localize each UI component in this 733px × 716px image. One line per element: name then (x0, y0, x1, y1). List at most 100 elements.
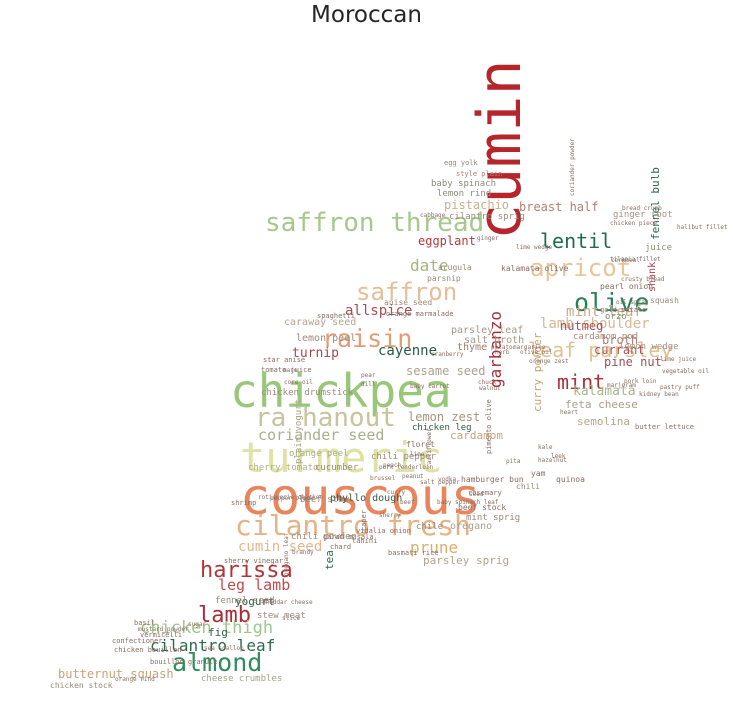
word-bread-crumb: bread crumb (622, 205, 662, 212)
word-orzo: orzo (605, 312, 627, 322)
word-margarine: margarine (513, 344, 546, 351)
word-pita: pita (506, 458, 521, 465)
word-broth: broth (602, 333, 639, 347)
word-gold-potato: gold potato (600, 306, 647, 314)
word-lemon-zest: lemon zest (408, 410, 481, 424)
word-pastry-puff: pastry puff (660, 384, 700, 391)
word-herb: herb (495, 349, 510, 356)
word-cumin-seed: cumin seed (238, 539, 323, 555)
word-mace: mace (283, 367, 298, 374)
word-pimento-olive: pimento olive (485, 399, 493, 454)
word-chili: chili (516, 482, 541, 491)
word-stew-meat: stew meat (257, 611, 306, 621)
word-egg-yolk: egg yolk (444, 159, 478, 167)
word-crusty-bread: crusty bread (621, 276, 665, 283)
word-chicken-stock: chicken stock (50, 681, 113, 690)
word-salt-broth: salt broth (464, 335, 525, 346)
word-rotisserie-chicken: rotisserie chicken (258, 494, 324, 501)
word-chili-powder: chili powder (291, 532, 357, 542)
word-baby-carrot: baby carrot (410, 383, 450, 390)
word-cucumber: cucumber (315, 463, 359, 473)
word-saffron-thread: saffron thread (265, 208, 485, 238)
word-caraway-seed: caraway seed (284, 317, 357, 328)
word-butter-lettuce: butter lettuce (635, 423, 695, 431)
word-potato: potato (491, 344, 513, 351)
word-kalamata: kalamata (573, 384, 636, 399)
word-prune: prune (410, 538, 459, 557)
word-ginger-root: ginger root (613, 210, 673, 220)
word-vidalia-onion: vidalia onion (356, 527, 411, 535)
word-leg-lamb: leg lamb (218, 576, 291, 594)
word-ra-hanout: ra hanout (255, 403, 396, 433)
word-beef-stew: beef stew (300, 495, 349, 505)
word-brandy: brandy (292, 549, 314, 556)
word-leek: leek (551, 453, 566, 460)
word-cauliflower: cauliflower (426, 428, 433, 468)
word-peanut: peanut (402, 473, 424, 480)
word-chicken-thigh: chicken thigh (140, 618, 274, 638)
word-sugar: sugar (188, 621, 207, 628)
word-semolina: semolina (577, 415, 630, 428)
word-heart: heart (560, 409, 579, 416)
word-chile: chile (416, 522, 444, 532)
word-chickpea: chickpea (230, 364, 452, 418)
word-peach: peach (383, 462, 402, 469)
word-marjoram: marjoram (607, 382, 636, 389)
word-turmeric: turmeric (240, 433, 443, 482)
word-lentil: lentil (540, 229, 613, 253)
word-sesame-seed: sesame seed (406, 364, 486, 378)
word-bouillon-granule: bouillon granule (150, 658, 218, 666)
word-leaf-parsley: leaf parsley (528, 338, 673, 362)
word-orange-peel: orange peel (289, 449, 349, 459)
word-pear: pear (361, 372, 376, 379)
word-pork-tenderloin: pork tenderloin (379, 464, 434, 471)
word-almond: almond (172, 648, 263, 677)
word-olive-oil: olive oil (520, 349, 553, 356)
word-saffron: saffron (356, 278, 458, 306)
word-mustard-powder: mustard powder (138, 626, 189, 633)
word-orange-marmalade: orange marmalade (386, 310, 454, 318)
word-star-anise: star anise (263, 356, 306, 364)
word-chicken-bouillon: chicken bouillon (114, 646, 182, 654)
word-squash: squash (650, 296, 679, 305)
word-yam: yam (531, 469, 546, 478)
word-mint-sprig: mint sprig (466, 513, 521, 523)
word-pearl-onion: pearl onion (600, 282, 653, 291)
word-halibut-fillet: halibut fillet (677, 224, 728, 231)
word-parsley-sprig: parsley sprig (423, 554, 510, 567)
word-oregano: oregano (450, 521, 493, 532)
word-slice: slice (282, 615, 301, 622)
word-thyme: thyme (457, 342, 488, 353)
word-hamburger-bun: hamburger bun (461, 475, 524, 484)
word-eggplant: eggplant (418, 234, 476, 248)
word-vegetable-oil: vegetable oil (662, 368, 709, 375)
word-mint-leaf: mint leaf (566, 304, 642, 320)
word-cardamom: cardamom (450, 429, 503, 442)
word-parsley-leaf: parsley leaf (451, 325, 524, 336)
word-beef: beef (400, 499, 415, 506)
word-date: date (410, 256, 449, 275)
word-phyllo-dough: phyllo dough (330, 493, 403, 504)
word-arugula: arugula (438, 263, 472, 272)
word-baby-spinach-leaf: baby spinach leaf (437, 499, 499, 506)
word-lamb: lamb (198, 603, 251, 628)
word-oregano-leaf: oregano leaf (283, 532, 290, 576)
word-pistachio: pistachio (444, 198, 510, 212)
word-butternut-squash: butternut squash (58, 667, 174, 681)
word-feta-cheese: feta cheese (565, 398, 638, 411)
word-garam-masala: garam masala (323, 533, 374, 541)
word-basil: basil (134, 619, 156, 627)
chart-title: Moroccan (311, 2, 422, 28)
word-allspice: allspice (345, 303, 413, 319)
word-pine-nut: pine nut (604, 355, 662, 369)
word-orange-rind: orange rind (115, 676, 155, 683)
word-chard: chard (330, 543, 352, 551)
word-kidney-bean: kidney bean (639, 391, 679, 398)
word-kale: kale (538, 444, 553, 451)
word-cheese-crumbles: cheese crumbles (201, 674, 283, 684)
word-turnip: turnip (292, 346, 339, 361)
word-vermicelli: vermicelli (140, 631, 183, 639)
word-kalamata-olive: kalamata olive (501, 264, 569, 273)
word-shrimp: shrimp (231, 499, 257, 507)
